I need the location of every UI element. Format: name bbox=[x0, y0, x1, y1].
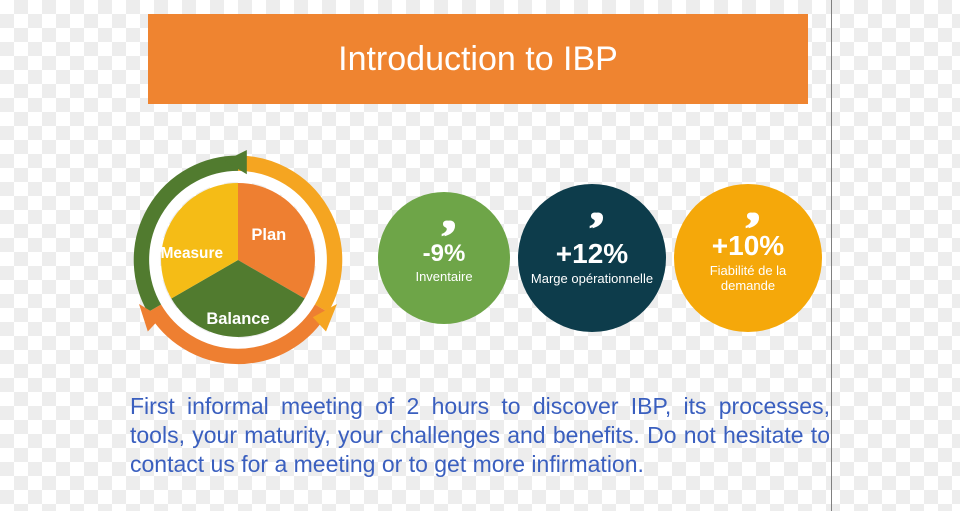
stat-bubble-2: ,,+10%Fiabilité de la demande bbox=[674, 184, 822, 332]
guide-line bbox=[831, 0, 832, 511]
cycle-diagram: Plan Balance Measure bbox=[128, 150, 348, 370]
label-plan: Plan bbox=[251, 226, 286, 244]
stat-bubbles: ,,-9%Inventaire,,+12%Marge opérationnell… bbox=[378, 158, 822, 358]
stat-value: -9% bbox=[423, 240, 466, 268]
stat-value: +12% bbox=[556, 238, 628, 270]
description-paragraph: First informal meeting of 2 hours to dis… bbox=[130, 392, 830, 478]
quote-icon: ,, bbox=[745, 178, 751, 230]
stat-bubble-1: ,,+12%Marge opérationnelle bbox=[518, 184, 666, 332]
quote-icon: ,, bbox=[589, 178, 595, 230]
label-balance: Balance bbox=[206, 310, 269, 328]
label-measure: Measure bbox=[161, 245, 224, 262]
stat-label: Marge opérationnelle bbox=[521, 272, 663, 287]
page-title: Introduction to IBP bbox=[338, 40, 618, 79]
stat-value: +10% bbox=[712, 230, 784, 262]
stat-label: Fiabilité de la demande bbox=[674, 264, 822, 294]
quote-icon: ,, bbox=[441, 186, 447, 238]
stat-label: Inventaire bbox=[405, 270, 482, 285]
stat-bubble-0: ,,-9%Inventaire bbox=[378, 192, 510, 324]
title-bar: Introduction to IBP bbox=[148, 14, 808, 104]
